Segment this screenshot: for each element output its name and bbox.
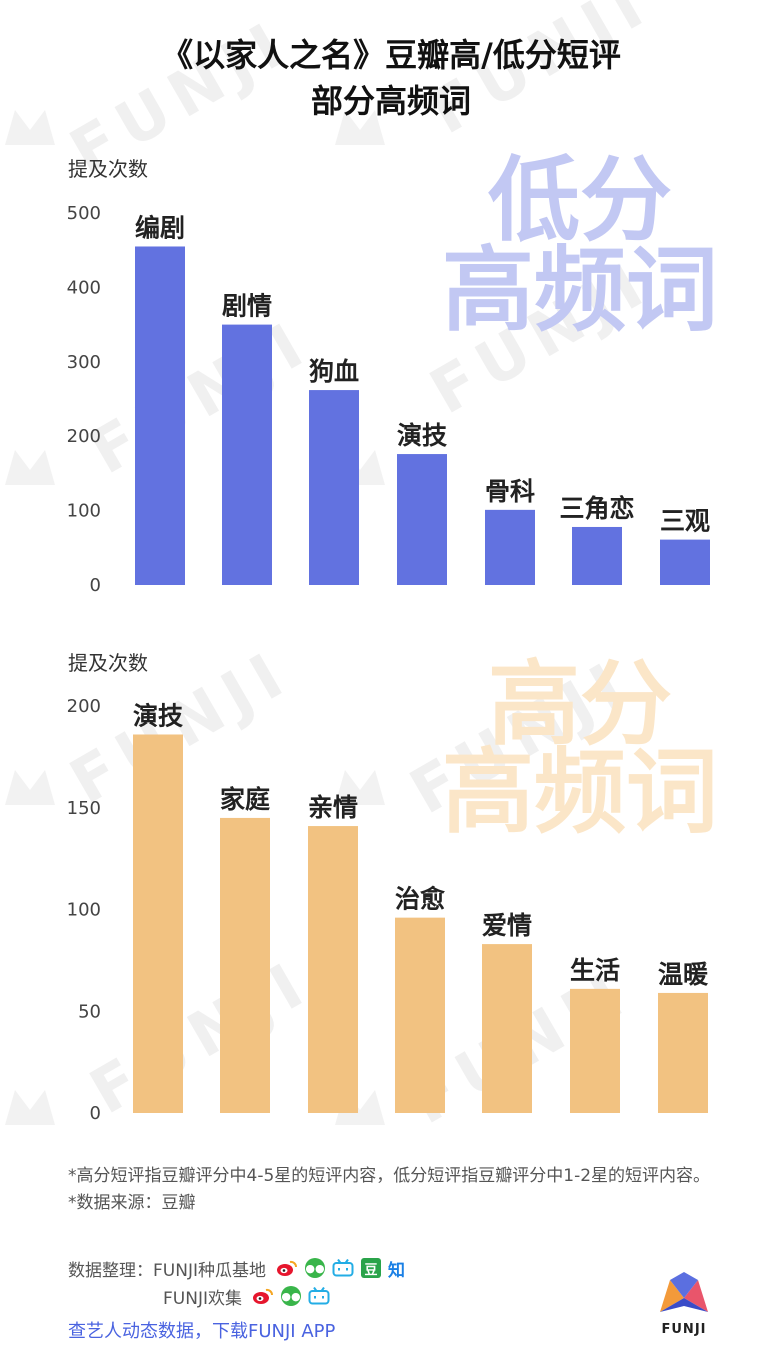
bar	[397, 454, 447, 585]
credit-label: 数据整理：	[68, 1260, 153, 1281]
bar-category-label: 三观	[660, 507, 710, 536]
footnotes: *高分短评指豆瓣评分中4-5星的短评内容，低分短评指豆瓣评分中1-2星的短评内容…	[68, 1163, 728, 1217]
bar-category-label: 治愈	[395, 885, 445, 914]
y-tick-label: 200	[67, 426, 101, 447]
y-tick-label: 200	[67, 696, 101, 717]
y-tick-label: 500	[67, 203, 101, 224]
bar	[133, 734, 183, 1113]
bar	[308, 826, 358, 1113]
y-tick-label: 300	[67, 352, 101, 373]
chart-annotation-line-1: 高分	[488, 651, 672, 758]
bar-category-label: 温暖	[658, 960, 709, 989]
bar	[395, 917, 445, 1113]
page-title: 《以家人之名》豆瓣高/低分短评 部分高频词	[0, 32, 782, 124]
bar-category-label: 三角恋	[559, 494, 634, 523]
wechat-icon[interactable]: ●●	[304, 1258, 325, 1278]
bar-category-label: 演技	[133, 701, 183, 730]
watermark-logo-icon	[335, 770, 385, 805]
watermark-logo-icon	[5, 770, 55, 805]
bilibili-icon[interactable]	[308, 1287, 330, 1305]
y-tick-label: 100	[67, 501, 101, 522]
chart-annotation-line-2: 高频词	[442, 739, 718, 846]
bar-category-label: 演技	[397, 421, 447, 450]
watermark-logo-icon	[5, 450, 55, 485]
weibo-icon[interactable]	[276, 1259, 298, 1277]
brand-name: FUNJI	[661, 1322, 707, 1337]
weibo-icon[interactable]	[252, 1287, 274, 1305]
y-axis-title: 提及次数	[68, 157, 148, 181]
funji-logo-icon	[660, 1272, 708, 1312]
zhihu-icon[interactable]: 知	[387, 1260, 405, 1281]
funji-logo: FUNJI	[652, 1272, 716, 1337]
download-app-link[interactable]: 查艺人动态数据，下载FUNJI APP	[68, 1321, 336, 1342]
bar	[309, 390, 359, 585]
credits: 数据整理： FUNJI种瓜基地 ●● 豆 知 FUNJI欢集 ●●	[68, 1254, 628, 1310]
bar-category-label: 生活	[570, 956, 620, 985]
watermark-logo-icon	[335, 110, 385, 145]
watermark-logo-icon	[5, 110, 55, 145]
chart-annotation-line-1: 低分	[488, 147, 672, 254]
watermark-logo-icon	[5, 1090, 55, 1125]
credit-row-2: FUNJI欢集 ●●	[68, 1282, 628, 1310]
bar	[485, 509, 535, 585]
y-tick-label: 400	[67, 277, 101, 298]
y-tick-label: 0	[90, 1103, 101, 1124]
bar-category-label: 亲情	[308, 793, 358, 822]
title-line-1: 《以家人之名》豆瓣高/低分短评	[161, 36, 621, 74]
social-icons-2: ●●	[252, 1286, 337, 1306]
credit-account-2: FUNJI欢集	[163, 1288, 242, 1309]
social-icons-1: ●● 豆 知	[276, 1256, 412, 1281]
credit-account-1: FUNJI种瓜基地	[153, 1260, 266, 1281]
y-tick-label: 150	[67, 798, 101, 819]
bar	[135, 246, 185, 585]
bar-category-label: 编剧	[135, 213, 185, 242]
bar	[222, 324, 272, 585]
y-tick-label: 0	[90, 575, 101, 596]
footnote-definition: *高分短评指豆瓣评分中4-5星的短评内容，低分短评指豆瓣评分中1-2星的短评内容…	[68, 1166, 711, 1186]
chart-annotation-line-2: 高频词	[442, 237, 718, 344]
footnote-source: *数据来源：豆瓣	[68, 1193, 196, 1213]
bar-category-label: 剧情	[222, 292, 272, 321]
bar-category-label: 骨科	[485, 477, 535, 506]
bar	[660, 539, 710, 585]
bar	[572, 526, 622, 585]
bar-category-label: 家庭	[220, 785, 270, 814]
douban-icon[interactable]: 豆	[360, 1258, 381, 1278]
y-tick-label: 100	[67, 900, 101, 921]
bar	[570, 988, 620, 1113]
bar	[658, 992, 708, 1113]
credit-row-1: 数据整理： FUNJI种瓜基地 ●● 豆 知	[68, 1254, 628, 1282]
y-tick-label: 50	[78, 1001, 101, 1022]
bar	[220, 817, 270, 1113]
title-line-2: 部分高频词	[310, 82, 471, 120]
y-axis-title: 提及次数	[68, 651, 148, 675]
bilibili-icon[interactable]	[332, 1259, 354, 1277]
bar-category-label: 狗血	[309, 357, 359, 386]
bar-category-label: 爱情	[482, 911, 532, 940]
bar	[482, 944, 532, 1113]
wechat-icon[interactable]: ●●	[280, 1286, 301, 1306]
